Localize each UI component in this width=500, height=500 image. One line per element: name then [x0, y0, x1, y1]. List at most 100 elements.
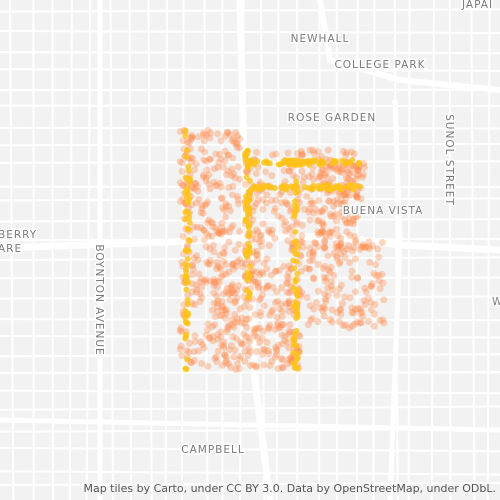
- density-point: [264, 282, 272, 290]
- density-point: [176, 197, 184, 205]
- density-point: [229, 154, 237, 162]
- density-point: [356, 319, 364, 327]
- density-point: [259, 196, 267, 204]
- density-hotspot: [243, 216, 250, 223]
- density-point: [282, 300, 290, 308]
- density-point: [346, 294, 354, 302]
- density-point: [220, 344, 228, 352]
- density-point: [313, 299, 321, 307]
- density-point: [278, 331, 286, 339]
- density-point: [236, 305, 244, 313]
- density-point: [356, 245, 364, 253]
- density-hotspot: [301, 184, 308, 191]
- density-point: [236, 144, 244, 152]
- density-point: [351, 236, 359, 244]
- density-point: [200, 171, 208, 179]
- density-point: [218, 361, 226, 369]
- density-point: [192, 281, 200, 289]
- density-point: [259, 220, 267, 228]
- density-point: [197, 145, 205, 153]
- density-point: [339, 191, 347, 199]
- street: [372, 0, 376, 500]
- density-point: [224, 129, 232, 137]
- density-point: [198, 360, 206, 368]
- density-point: [279, 356, 287, 364]
- density-point: [298, 232, 306, 240]
- street: [0, 29, 500, 34]
- density-point: [365, 317, 373, 325]
- density-point: [256, 232, 264, 240]
- density-point: [273, 351, 281, 359]
- density-point: [214, 297, 222, 305]
- density-point: [342, 194, 350, 202]
- density-point: [338, 244, 346, 252]
- density-hotspot: [292, 198, 299, 205]
- density-point: [343, 228, 351, 236]
- density-point: [207, 218, 215, 226]
- density-point: [368, 280, 376, 288]
- density-point: [341, 199, 349, 207]
- density-point: [224, 151, 232, 159]
- density-point: [353, 193, 361, 201]
- density-point: [328, 306, 336, 314]
- density-point: [253, 247, 261, 255]
- density-point: [335, 242, 343, 250]
- density-point: [233, 294, 241, 302]
- street: [109, 0, 114, 500]
- street: [393, 0, 399, 500]
- street: [0, 126, 500, 130]
- density-point: [203, 230, 211, 238]
- density-point: [190, 357, 198, 365]
- density-hotspot: [291, 336, 298, 343]
- density-point: [320, 312, 328, 320]
- density-point: [240, 330, 248, 338]
- density-point: [217, 265, 225, 273]
- density-hotspot: [356, 159, 363, 166]
- density-point: [231, 346, 239, 354]
- density-point: [287, 353, 295, 361]
- street: [0, 470, 500, 476]
- density-point: [274, 321, 282, 329]
- density-point: [233, 192, 241, 200]
- density-point: [244, 351, 252, 359]
- density-point: [222, 357, 230, 365]
- density-point: [206, 129, 214, 137]
- density-point: [264, 347, 272, 355]
- density-point: [336, 306, 344, 314]
- density-point: [241, 319, 249, 327]
- density-point: [271, 204, 279, 212]
- density-point: [216, 179, 224, 187]
- density-point: [253, 251, 261, 259]
- density-point: [252, 235, 260, 243]
- density-point: [279, 364, 287, 372]
- road: [0, 417, 500, 433]
- density-point: [253, 324, 261, 332]
- density-point: [202, 131, 210, 139]
- density-point: [344, 174, 352, 182]
- density-hotspot: [284, 183, 291, 190]
- density-point: [257, 312, 265, 320]
- density-point: [342, 190, 350, 198]
- density-point: [236, 355, 244, 363]
- density-point: [321, 262, 329, 270]
- density-point: [338, 208, 346, 216]
- density-point: [314, 228, 322, 236]
- density-point: [333, 200, 341, 208]
- density-hotspot: [246, 290, 253, 297]
- density-point: [249, 278, 257, 286]
- density-point: [211, 321, 219, 329]
- density-point: [316, 208, 324, 216]
- density-point: [217, 333, 225, 341]
- density-point: [231, 246, 239, 254]
- density-hotspot: [244, 277, 251, 284]
- density-point: [299, 178, 307, 186]
- road: [317, 0, 500, 93]
- density-point: [220, 227, 228, 235]
- density-hotspot: [292, 250, 299, 257]
- density-point: [258, 242, 266, 250]
- street: [85, 0, 92, 500]
- density-point: [280, 262, 288, 270]
- density-point: [360, 163, 368, 171]
- density-hotspot: [293, 258, 300, 265]
- density-point: [266, 321, 274, 329]
